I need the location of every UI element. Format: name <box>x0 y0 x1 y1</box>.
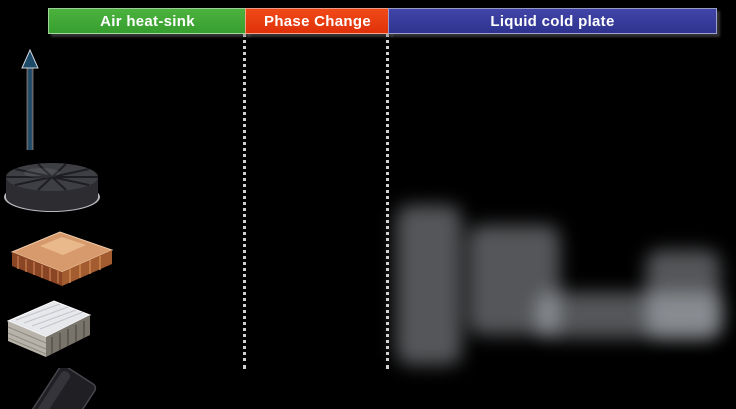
category-air-heat-sink: Air heat-sink <box>48 8 247 34</box>
embedded-heat-pipe-photo <box>0 293 736 368</box>
copper-heat-sink-photo <box>0 222 736 293</box>
category-liquid-cold-plate: Liquid cold plate <box>388 8 717 34</box>
glow-halo <box>468 225 560 335</box>
category-phase-change: Phase Change <box>245 8 390 34</box>
category-label: Phase Change <box>264 12 371 30</box>
category-separator-line <box>386 33 389 369</box>
aluminum-heat-sink-photo <box>0 155 736 222</box>
category-separator-line <box>243 33 246 369</box>
y-axis-arrowhead <box>21 48 39 69</box>
heat-pipe-assembly-photo <box>0 365 736 409</box>
category-label: Air heat-sink <box>100 12 195 30</box>
category-label: Liquid cold plate <box>490 12 615 30</box>
glow-halo <box>646 250 720 338</box>
glow-halo <box>396 205 462 365</box>
glow-halo <box>536 292 722 338</box>
